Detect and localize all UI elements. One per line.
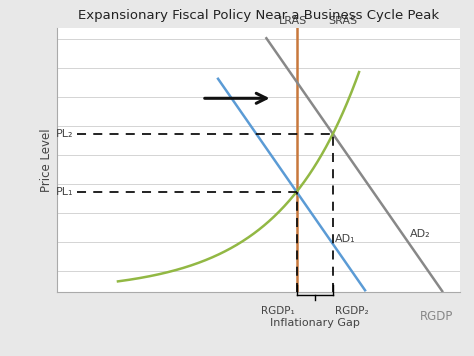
Text: PL₂: PL₂ [55,129,73,139]
Text: RGDP: RGDP [420,310,454,323]
Text: Inflationary Gap: Inflationary Gap [270,318,360,328]
Text: LRAS: LRAS [278,16,307,26]
Text: SRAS: SRAS [328,16,357,26]
Text: RGDP₁: RGDP₁ [261,307,294,316]
Text: AD₁: AD₁ [335,234,356,244]
Y-axis label: Price Level: Price Level [40,129,53,192]
Text: PL₁: PL₁ [55,187,73,197]
Text: AD₂: AD₂ [410,229,430,239]
Title: Expansionary Fiscal Policy Near a Business Cycle Peak: Expansionary Fiscal Policy Near a Busine… [78,9,439,22]
Text: RGDP₂: RGDP₂ [335,307,368,316]
